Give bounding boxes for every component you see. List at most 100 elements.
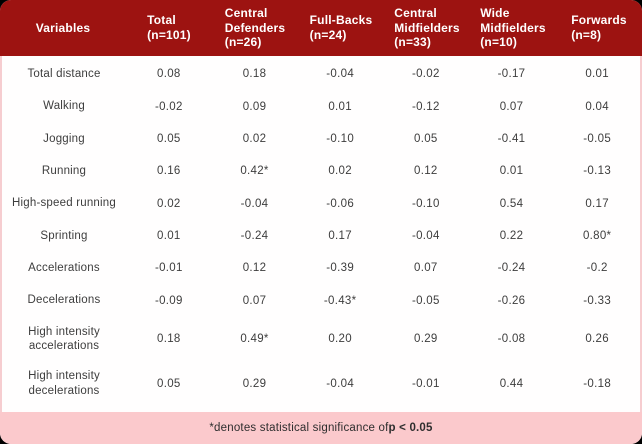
correlation-value: -0.2 (586, 262, 608, 275)
row-label: Total distance (27, 67, 101, 80)
correlation-value: -0.24 (240, 229, 269, 242)
correlation-value: 0.01 (328, 100, 352, 113)
correlation-value: 0.20 (328, 333, 352, 346)
column-header-full-backs: Full-Backs (n=24) (298, 0, 384, 56)
correlation-value: 0.02 (242, 132, 267, 145)
correlation-value: 0.07 (414, 262, 438, 275)
column-header-label: Variables (35, 20, 91, 35)
row-label: High intensity accelerations (28, 325, 100, 353)
correlation-value: -0.10 (326, 132, 355, 145)
correlation-value: 0.44 (499, 377, 524, 390)
correlation-value: 0.80* (582, 229, 612, 242)
correlation-value: 0.09 (242, 100, 267, 113)
table-row: High intensity accelerations 0.18 0.49* 0.20… (2, 317, 640, 362)
correlation-value: -0.33 (583, 294, 612, 307)
correlation-value: 0.17 (328, 229, 352, 242)
row-label: High-speed running (12, 197, 116, 210)
correlation-value: 0.05 (157, 132, 181, 145)
table-row: Accelerations -0.01 0.12 -0.39 0.07 -0.24 -0.2 (2, 252, 640, 284)
correlation-value: -0.26 (497, 294, 526, 307)
row-label: Walking (43, 100, 85, 113)
correlation-value: -0.39 (326, 262, 355, 275)
correlation-value: 0.12 (242, 262, 267, 275)
correlation-value: -0.01 (411, 377, 440, 390)
correlation-value: 0.08 (157, 68, 181, 81)
column-header-wide-midfielders: Wide Midfielders (n=10) (470, 0, 556, 56)
table-row: High intensity decelerations 0.05 0.29 -0.04… (2, 361, 640, 406)
column-header-central-midfielders: Central Midfielders (n=33) (384, 0, 470, 56)
table-row: Jogging 0.05 0.02 -0.10 0.05 -0.41 -0.05 (2, 123, 640, 155)
table-body: Total distance 0.08 0.18 -0.04 -0.02 -0.17 0.0… (0, 56, 642, 412)
footnote-bold-text: p < 0.05 (388, 422, 433, 434)
correlation-value: -0.43* (323, 294, 357, 307)
table-header-row: Variables Total (n=101) Central Defenders (n=… (0, 0, 642, 56)
correlation-value: -0.24 (497, 262, 526, 275)
correlation-value: -0.09 (154, 294, 183, 307)
row-label: Accelerations (28, 262, 100, 275)
correlation-value: 0.07 (242, 294, 267, 307)
column-header-label: Central Midfielders (n=33) (394, 6, 460, 50)
correlation-value: 0.12 (414, 165, 438, 178)
correlation-value: 0.49* (240, 333, 269, 346)
correlation-value: 0.16 (157, 165, 181, 178)
correlation-value: 0.01 (499, 165, 524, 178)
correlation-value: 0.29 (414, 333, 438, 346)
correlation-value: -0.18 (583, 377, 612, 390)
column-header-label: Total (n=101) (147, 13, 191, 42)
correlation-value: 0.02 (157, 197, 181, 210)
row-label: Jogging (43, 132, 85, 145)
correlation-value: 0.07 (499, 100, 524, 113)
correlation-value: 0.04 (585, 100, 609, 113)
column-header-label: Full-Backs (n=24) (309, 13, 373, 42)
correlation-value: -0.06 (326, 197, 355, 210)
correlation-value: 0.02 (328, 165, 352, 178)
correlation-value: -0.02 (411, 68, 440, 81)
correlation-value: 0.54 (499, 197, 524, 210)
column-header-label: Forwards (n=8) (571, 13, 627, 42)
correlation-value: -0.01 (154, 262, 183, 275)
correlation-value: -0.08 (497, 333, 526, 346)
correlation-value: -0.04 (240, 197, 269, 210)
column-header-label: Wide Midfielders (n=10) (480, 6, 546, 50)
table-row: Sprinting 0.01 -0.24 0.17 -0.04 0.22 0.80* (2, 220, 640, 252)
correlation-value: -0.04 (411, 229, 440, 242)
column-header-variables: Variables (0, 0, 126, 56)
correlation-value: -0.04 (326, 68, 355, 81)
table-row: Walking -0.02 0.09 0.01 -0.12 0.07 0.04 (2, 90, 640, 122)
correlation-value: 0.18 (242, 68, 267, 81)
row-label: High intensity decelerations (28, 370, 100, 397)
correlation-value: 0.22 (499, 229, 524, 242)
correlation-value: -0.02 (154, 100, 183, 113)
row-label: Decelerations (27, 294, 101, 307)
correlation-value: 0.01 (585, 68, 609, 81)
column-header-forwards: Forwards (n=8) (556, 0, 642, 56)
correlation-value: 0.17 (585, 197, 609, 210)
row-label: Sprinting (40, 229, 88, 242)
correlation-value: -0.05 (411, 294, 440, 307)
correlation-value: -0.04 (326, 377, 355, 390)
correlation-value: -0.13 (583, 165, 612, 178)
correlation-value: 0.42* (240, 165, 269, 178)
correlation-value: -0.17 (497, 68, 526, 81)
correlation-value: 0.05 (157, 377, 181, 390)
table-row: High-speed running 0.02 -0.04 -0.06 -0.10 0.5… (2, 187, 640, 219)
correlation-value: -0.41 (497, 132, 526, 145)
table-footnote: *denotes statistical significance of p <… (0, 412, 642, 444)
column-header-label: Central Defenders (n=26) (224, 6, 286, 50)
correlation-value: 0.29 (242, 377, 267, 390)
table-row: Running 0.16 0.42* 0.02 0.12 0.01 -0.13 (2, 155, 640, 187)
correlation-value: 0.18 (157, 333, 181, 346)
correlation-value: 0.26 (585, 333, 609, 346)
column-header-total: Total (n=101) (126, 0, 212, 56)
correlation-value: 0.01 (157, 229, 181, 242)
correlation-value: -0.10 (411, 197, 440, 210)
table-row: Decelerations -0.09 0.07 -0.43* -0.05 -0.26 -0… (2, 284, 640, 316)
column-header-central-defenders: Central Defenders (n=26) (212, 0, 298, 56)
correlation-value: -0.12 (411, 100, 440, 113)
correlation-value: -0.05 (583, 132, 612, 145)
correlation-value: 0.05 (414, 132, 438, 145)
footnote-text: *denotes statistical significance of (209, 422, 389, 434)
table-row: Total distance 0.08 0.18 -0.04 -0.02 -0.17 0.0… (2, 58, 640, 90)
row-label: Running (41, 165, 87, 178)
